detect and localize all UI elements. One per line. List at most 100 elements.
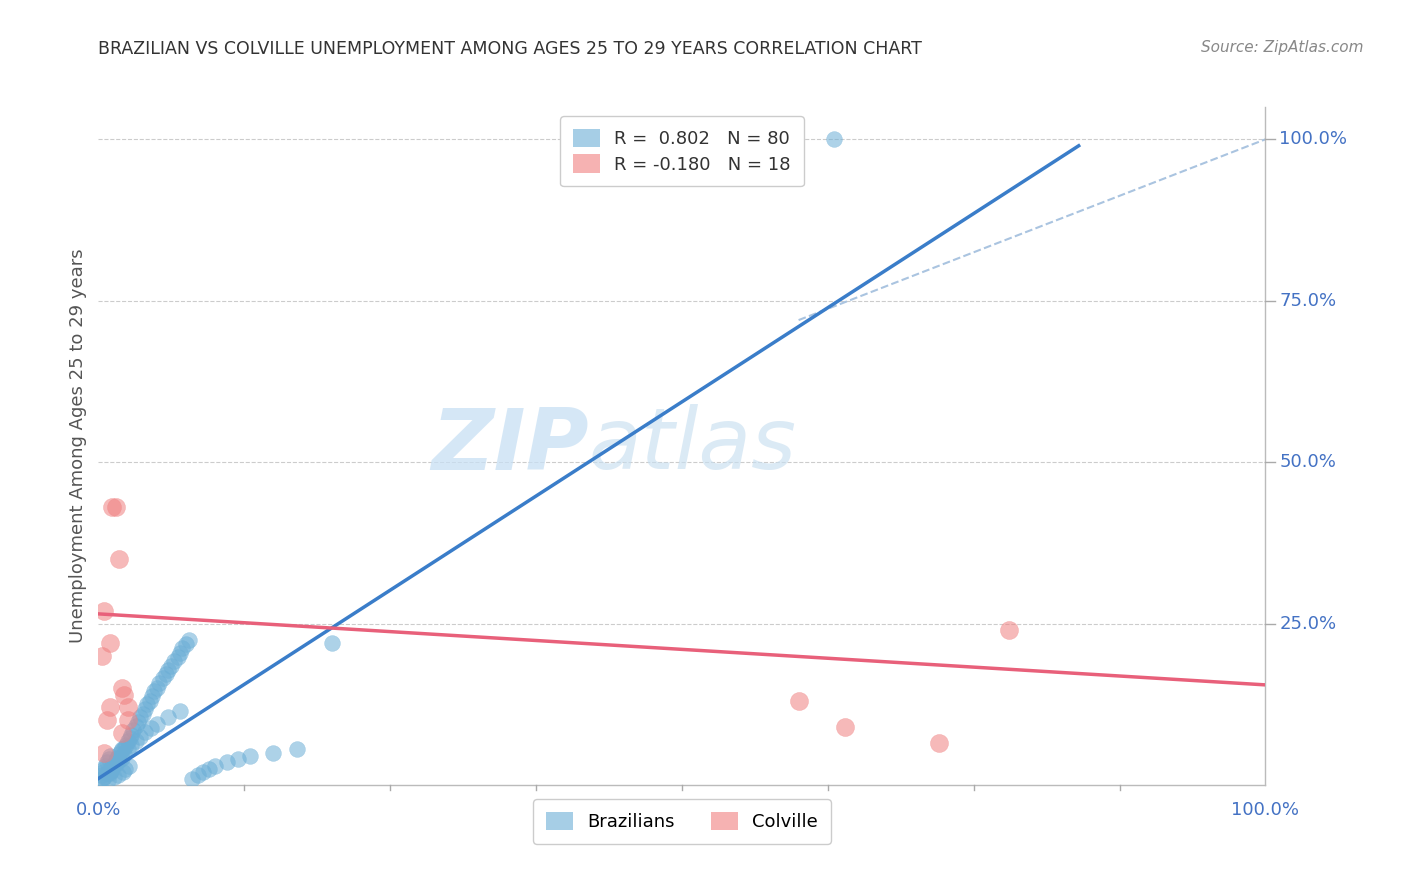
Point [198, 762, 221, 776]
Point [114, 762, 136, 776]
Point [204, 758, 226, 772]
Point [91, 765, 114, 780]
Point [101, 760, 124, 774]
Point [163, 654, 186, 668]
Point [101, 760, 124, 774]
Point [96, 756, 118, 770]
Point [108, 747, 131, 761]
Point [90, 772, 112, 786]
Legend: Brazilians, Colville: Brazilians, Colville [533, 799, 831, 844]
Point [112, 740, 135, 755]
Point [141, 689, 163, 703]
Point [139, 721, 162, 735]
Point [104, 753, 127, 767]
Point [93, 762, 115, 776]
Point [98, 700, 121, 714]
Point [187, 768, 209, 782]
Point [134, 725, 156, 739]
Point [97, 752, 120, 766]
Point [98, 748, 121, 763]
Y-axis label: Unemployment Among Ages 25 to 29 years: Unemployment Among Ages 25 to 29 years [69, 249, 87, 643]
Point [96, 714, 118, 728]
Point [155, 667, 177, 681]
Point [172, 641, 194, 656]
Point [93, 746, 115, 760]
Point [104, 757, 127, 772]
Text: 75.0%: 75.0% [1279, 292, 1337, 310]
Text: 0.0%: 0.0% [76, 801, 121, 819]
Point [129, 730, 152, 744]
Point [159, 658, 181, 673]
Point [146, 681, 169, 695]
Point [174, 637, 197, 651]
Point [120, 728, 142, 742]
Point [125, 734, 148, 748]
Text: 100.0%: 100.0% [1232, 801, 1299, 819]
Point [132, 706, 155, 721]
Point [94, 758, 117, 772]
Point [97, 772, 120, 787]
Point [129, 710, 152, 724]
Point [100, 764, 122, 778]
Point [146, 716, 169, 731]
Point [117, 700, 139, 714]
Point [90, 648, 112, 663]
Text: Source: ZipAtlas.com: Source: ZipAtlas.com [1201, 40, 1364, 55]
Point [98, 766, 121, 780]
Point [112, 747, 135, 761]
Point [90, 772, 112, 787]
Point [127, 714, 149, 729]
Point [157, 710, 180, 724]
Point [120, 738, 142, 752]
Point [115, 738, 138, 752]
Point [143, 684, 166, 698]
Point [125, 718, 148, 732]
Text: BRAZILIAN VS COLVILLE UNEMPLOYMENT AMONG AGES 25 TO 29 YEARS CORRELATION CHART: BRAZILIAN VS COLVILLE UNEMPLOYMENT AMONG… [98, 40, 922, 58]
Text: 25.0%: 25.0% [1279, 615, 1337, 632]
Point [105, 751, 128, 765]
Point [107, 768, 129, 782]
Point [179, 632, 201, 647]
Point [93, 770, 115, 784]
Point [166, 650, 188, 665]
Point [152, 672, 174, 686]
Point [118, 731, 141, 746]
Point [112, 688, 135, 702]
Point [101, 500, 124, 515]
Point [169, 646, 191, 660]
Point [180, 772, 202, 786]
Point [193, 765, 215, 780]
Point [111, 765, 134, 780]
Point [111, 726, 134, 740]
Point [108, 552, 131, 566]
Point [285, 742, 308, 756]
Point [111, 681, 134, 695]
Point [111, 742, 134, 756]
Point [117, 714, 139, 728]
Text: atlas: atlas [589, 404, 797, 488]
Text: ZIP: ZIP [430, 404, 589, 488]
Point [134, 702, 156, 716]
Point [111, 751, 134, 765]
Point [104, 500, 127, 515]
Point [787, 694, 810, 708]
Point [139, 694, 162, 708]
Point [321, 636, 343, 650]
Text: 50.0%: 50.0% [1279, 453, 1336, 471]
Point [110, 744, 132, 758]
Point [262, 746, 284, 760]
Point [136, 698, 159, 712]
Point [117, 734, 139, 748]
Point [93, 604, 115, 618]
Point [228, 752, 250, 766]
Point [98, 636, 121, 650]
Point [823, 132, 845, 146]
Point [117, 742, 139, 756]
Point [103, 770, 125, 784]
Point [997, 623, 1019, 637]
Point [122, 723, 145, 737]
Point [98, 764, 121, 778]
Point [834, 720, 856, 734]
Text: 100.0%: 100.0% [1279, 130, 1347, 148]
Point [90, 768, 112, 782]
